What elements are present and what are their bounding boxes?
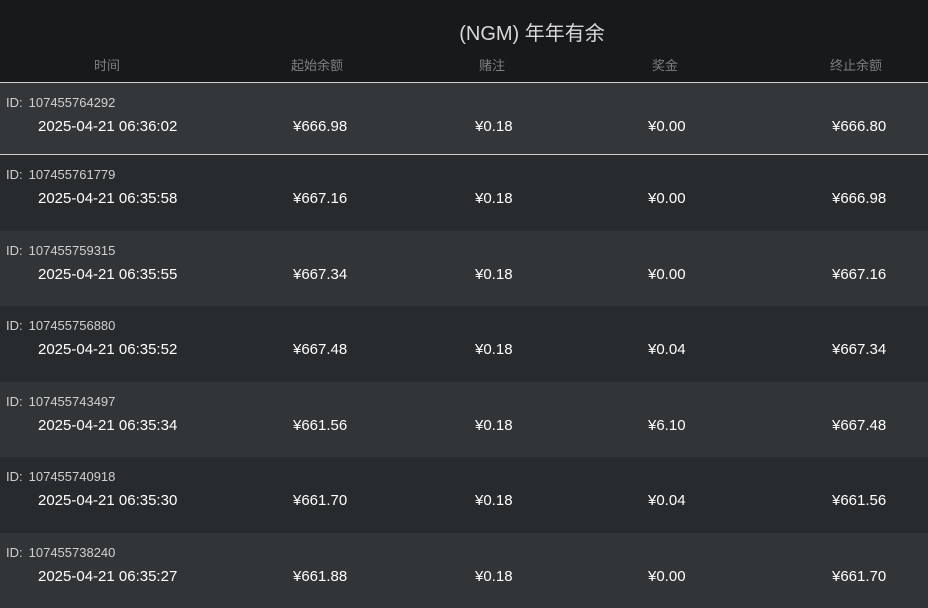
id-label: ID: [6,95,23,110]
id-label: ID: [6,469,23,484]
table-row[interactable]: ID: 107455740918 2025-04-21 06:35:30 ¥661… [0,457,928,533]
time-cell: 2025-04-21 06:35:34 [38,417,177,434]
game-title: (NGM) 年年有余 [0,17,928,46]
end-balance-cell: ¥667.48 [832,417,886,434]
bet-cell: ¥0.18 [475,417,513,434]
table-row[interactable]: ID: 107455738240 2025-04-21 06:35:27 ¥661… [0,533,928,608]
win-cell: ¥0.00 [648,118,686,135]
column-header-win: 奖金 [652,55,678,74]
id-label: ID: [6,243,23,258]
id-value: 107455756880 [29,318,116,333]
start-balance-cell: ¥667.16 [293,190,347,207]
end-balance-cell: ¥667.16 [832,266,886,283]
start-balance-cell: ¥661.70 [293,492,347,509]
round-id: ID: 107455761779 [6,167,115,182]
win-cell: ¥0.00 [648,190,686,207]
id-label: ID: [6,167,23,182]
table-row[interactable]: ID: 107455761779 2025-04-21 06:35:58 ¥667… [0,155,928,231]
round-id: ID: 107455764292 [6,95,115,110]
bet-cell: ¥0.18 [475,190,513,207]
id-value: 107455738240 [29,545,116,560]
start-balance-cell: ¥661.56 [293,417,347,434]
table-row[interactable]: ID: 107455743497 2025-04-21 06:35:34 ¥661… [0,382,928,458]
history-list: ID: 107455764292 2025-04-21 06:36:02 ¥666… [0,82,928,608]
win-cell: ¥0.04 [648,492,686,509]
end-balance-cell: ¥666.98 [832,190,886,207]
bet-cell: ¥0.18 [475,266,513,283]
column-header-bet: 赌注 [479,55,505,74]
bet-cell: ¥0.18 [475,341,513,358]
win-cell: ¥0.00 [648,568,686,585]
column-header-time: 时间 [94,55,120,74]
round-id: ID: 107455756880 [6,318,115,333]
win-cell: ¥0.04 [648,341,686,358]
start-balance-cell: ¥667.48 [293,341,347,358]
column-header-end-balance: 终止余额 [830,55,882,74]
start-balance-cell: ¥661.88 [293,568,347,585]
id-label: ID: [6,318,23,333]
round-id: ID: 107455759315 [6,243,115,258]
start-balance-cell: ¥667.34 [293,266,347,283]
id-label: ID: [6,394,23,409]
column-header-start-balance: 起始余额 [291,55,343,74]
table-row[interactable]: ID: 107455764292 2025-04-21 06:36:02 ¥666… [0,82,928,155]
win-cell: ¥0.00 [648,266,686,283]
time-cell: 2025-04-21 06:35:52 [38,341,177,358]
bet-cell: ¥0.18 [475,118,513,135]
id-value: 107455759315 [29,243,116,258]
end-balance-cell: ¥666.80 [832,118,886,135]
time-cell: 2025-04-21 06:35:58 [38,190,177,207]
table-row[interactable]: ID: 107455756880 2025-04-21 06:35:52 ¥667… [0,306,928,382]
table-row[interactable]: ID: 107455759315 2025-04-21 06:35:55 ¥667… [0,231,928,307]
id-value: 107455743497 [29,394,116,409]
end-balance-cell: ¥667.34 [832,341,886,358]
time-cell: 2025-04-21 06:35:30 [38,492,177,509]
start-balance-cell: ¥666.98 [293,118,347,135]
time-cell: 2025-04-21 06:36:02 [38,118,177,135]
end-balance-cell: ¥661.70 [832,568,886,585]
time-cell: 2025-04-21 06:35:27 [38,568,177,585]
bet-cell: ¥0.18 [475,492,513,509]
id-value: 107455761779 [29,167,116,182]
win-cell: ¥6.10 [648,417,686,434]
round-id: ID: 107455738240 [6,545,115,560]
bet-cell: ¥0.18 [475,568,513,585]
id-value: 107455764292 [29,95,116,110]
round-id: ID: 107455743497 [6,394,115,409]
end-balance-cell: ¥661.56 [832,492,886,509]
time-cell: 2025-04-21 06:35:55 [38,266,177,283]
id-label: ID: [6,545,23,560]
round-id: ID: 107455740918 [6,469,115,484]
id-value: 107455740918 [29,469,116,484]
